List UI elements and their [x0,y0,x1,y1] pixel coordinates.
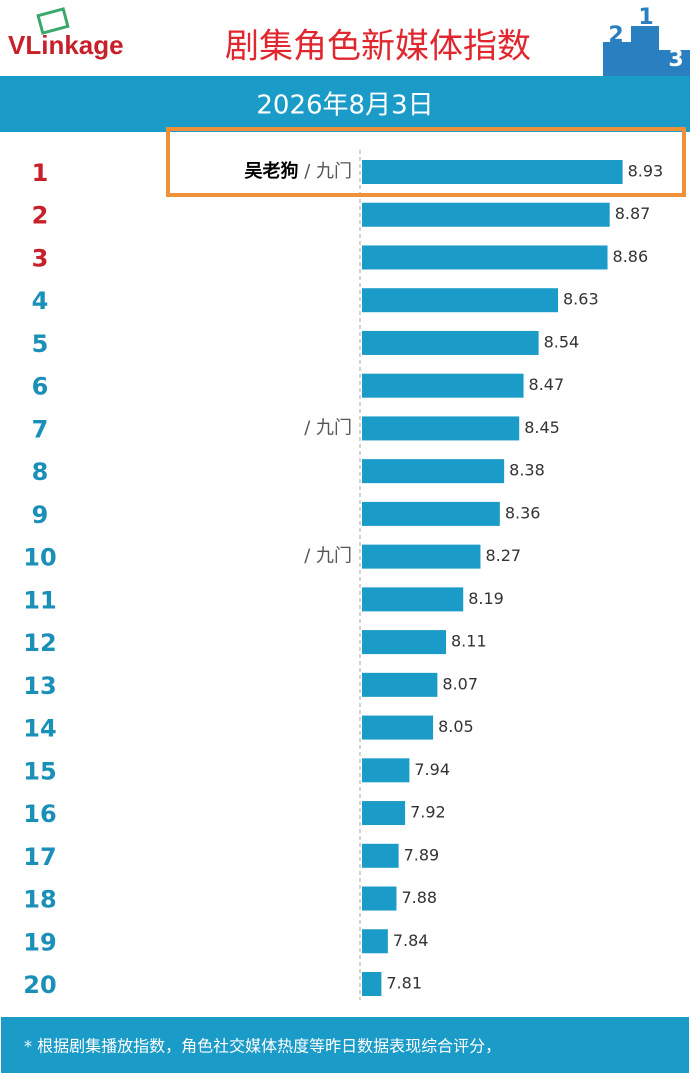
category-label: 吴老狗 / 九门 [244,160,352,182]
value-label: 8.45 [524,418,560,437]
drama-name: 九门 [316,417,352,438]
rank: 16 [23,800,56,828]
value-label: 8.54 [544,332,580,351]
footer-band [1,1017,689,1073]
value-label: 8.27 [485,546,521,565]
bar [362,245,608,270]
podium-number: 2 [608,23,623,48]
rank: 5 [32,330,49,358]
value-label: 7.88 [401,888,437,907]
podium: 2 1 3 [603,5,690,76]
rank: 10 [23,544,56,572]
value-label: 8.93 [628,162,664,181]
value-label: 7.92 [410,803,446,822]
rank: 19 [23,928,56,956]
bar [362,843,399,868]
bar [362,801,406,826]
bar [362,288,558,313]
value-label: 8.19 [468,589,504,608]
bar [362,715,434,740]
bar [362,160,623,184]
rank: 7 [32,415,49,443]
character-name: 吴老狗 [244,160,298,182]
bar [362,929,388,954]
rank: 9 [32,501,49,529]
chart-subtitle: 2026年8月3日 [256,91,433,121]
bar [362,886,397,911]
rank: 1 [32,159,49,187]
podium-block [603,42,631,76]
rank: 2 [32,202,49,230]
value-label: 8.63 [563,290,599,309]
separator: / [304,546,311,567]
rank: 17 [23,843,56,871]
chart-title: 剧集角色新媒体指数 [225,27,531,67]
podium-number: 3 [668,47,683,72]
rank: 4 [32,287,49,315]
rank: 3 [32,244,49,272]
rank: 18 [23,886,56,914]
bar [362,373,524,398]
rank: 12 [23,629,56,657]
bar [362,501,500,526]
bar [362,587,464,612]
value-label: 8.36 [505,503,541,522]
value-label: 7.89 [404,845,440,864]
separator: / [304,161,311,182]
bar [362,972,382,996]
drama-name: 九门 [316,161,352,182]
rank: 20 [23,971,56,999]
highlight-box [166,127,686,197]
value-label: 8.47 [529,375,565,394]
bar [362,758,410,783]
category-label: / 九门 [304,546,352,567]
footnote: * 根据剧集播放指数，角色社交媒体热度等昨日数据表现综合评分， [24,1037,501,1056]
bar [362,630,446,655]
value-label: 7.81 [386,974,422,993]
value-label: 8.86 [613,247,649,266]
logo-icon [36,7,70,35]
separator: / [304,417,311,438]
value-label: 8.87 [615,204,651,223]
podium-block [631,26,659,76]
drama-name: 九门 [316,546,352,567]
bar [362,459,505,484]
value-label: 8.38 [509,461,545,480]
value-label: 7.94 [414,760,450,779]
date-band [0,76,690,132]
category-label: / 九门 [304,417,352,438]
bar [362,672,438,697]
rank: 11 [23,586,56,614]
value-label: 8.07 [442,674,478,693]
rank: 6 [32,373,49,401]
value-label: 7.84 [393,931,429,950]
podium-number: 1 [638,5,653,30]
bar [362,544,481,569]
rank: 15 [23,757,56,785]
logo: VLinkage [8,30,124,60]
bar [362,330,539,355]
rank: 13 [23,672,56,700]
value-label: 8.11 [451,632,487,651]
value-label: 8.05 [438,717,474,736]
rank: 8 [32,458,49,486]
rank: 14 [23,715,56,743]
bar [362,202,610,227]
podium-block [659,50,690,76]
bar [362,416,520,441]
